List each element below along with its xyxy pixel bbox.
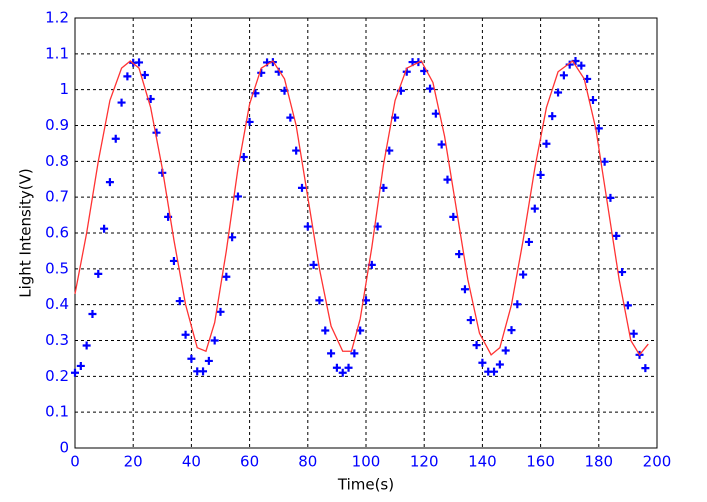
- data-point: [303, 222, 312, 231]
- y-tick-label: 1.1: [45, 44, 69, 62]
- x-tick-label: 200: [643, 453, 672, 471]
- data-point: [472, 341, 481, 350]
- y-tick-label: 1: [59, 80, 69, 98]
- data-point: [175, 297, 184, 306]
- data-point: [618, 268, 627, 277]
- y-tick-label: 0.5: [45, 259, 69, 277]
- x-tick-label: 120: [410, 453, 439, 471]
- data-point: [187, 354, 196, 363]
- y-tick-label: 0: [59, 439, 69, 457]
- data-point: [309, 260, 318, 269]
- data-point: [286, 113, 295, 122]
- data-point: [344, 363, 353, 372]
- y-axis-label: Light Intensity(V): [17, 168, 35, 297]
- data-point: [513, 300, 522, 309]
- data-point: [507, 326, 516, 335]
- data-point: [88, 309, 97, 318]
- y-tick-label: 0.2: [45, 367, 69, 385]
- data-point: [140, 70, 149, 79]
- data-point: [94, 269, 103, 278]
- data-point: [350, 349, 359, 358]
- data-point: [495, 360, 504, 369]
- data-point: [216, 307, 225, 316]
- data-point: [577, 61, 586, 70]
- y-tick-label: 0.8: [45, 152, 69, 170]
- data-point: [519, 270, 528, 279]
- x-tick-label: 100: [352, 453, 381, 471]
- data-point: [449, 212, 458, 221]
- data-point: [332, 363, 341, 372]
- data-point: [554, 88, 563, 97]
- data-point: [181, 330, 190, 339]
- data-point: [327, 349, 336, 358]
- y-tick-label: 0.1: [45, 403, 69, 421]
- x-tick-label: 140: [468, 453, 497, 471]
- plot-frame: [74, 17, 658, 449]
- x-axis-label: Time(s): [337, 476, 394, 494]
- data-point: [524, 237, 533, 246]
- data-point: [111, 134, 120, 143]
- x-tick-label: 20: [124, 453, 143, 471]
- data-point: [292, 146, 301, 155]
- x-tick-label: 80: [298, 453, 317, 471]
- data-point: [548, 112, 557, 121]
- data-point: [588, 96, 597, 105]
- data-point: [123, 72, 132, 81]
- data-point: [606, 193, 615, 202]
- data-point: [501, 346, 510, 355]
- data-point: [204, 356, 213, 365]
- x-tick-label: 160: [526, 453, 555, 471]
- y-tick-label: 0.3: [45, 331, 69, 349]
- data-point: [100, 224, 109, 233]
- data-point: [437, 140, 446, 149]
- data-point: [338, 368, 347, 377]
- data-point: [321, 326, 330, 335]
- data-point: [530, 204, 539, 213]
- y-tick-label: 0.7: [45, 188, 69, 206]
- data-point: [490, 367, 499, 376]
- data-point: [542, 139, 551, 148]
- data-point: [559, 71, 568, 80]
- data-point: [199, 367, 208, 376]
- data-point: [117, 98, 126, 107]
- data-point: [612, 231, 621, 240]
- data-point: [71, 368, 79, 377]
- data-point: [426, 84, 435, 93]
- data-point: [222, 272, 231, 281]
- x-tick-label: 180: [584, 453, 613, 471]
- data-point: [466, 316, 475, 325]
- data-point: [641, 364, 650, 373]
- data-point: [315, 296, 324, 305]
- data-point: [478, 358, 487, 367]
- data-point: [82, 341, 91, 350]
- x-tick-label: 40: [182, 453, 201, 471]
- data-point: [169, 256, 178, 265]
- data-point: [536, 170, 545, 179]
- y-tick-label: 0.6: [45, 224, 69, 242]
- data-point: [297, 183, 306, 192]
- data-point: [228, 233, 237, 242]
- data-point: [135, 58, 144, 67]
- data-point: [460, 285, 469, 294]
- x-tick-label: 0: [70, 453, 80, 471]
- data-point: [431, 109, 440, 118]
- data-point: [455, 250, 464, 259]
- data-point: [105, 178, 114, 187]
- data-point: [233, 192, 242, 201]
- x-tick-label: 60: [240, 453, 259, 471]
- data-point: [623, 301, 632, 310]
- y-tick-label: 0.9: [45, 116, 69, 134]
- data-line: [74, 60, 649, 356]
- data-point: [210, 336, 219, 345]
- data-point: [629, 329, 638, 338]
- y-tick-label: 0.4: [45, 295, 69, 313]
- data-point: [76, 361, 85, 370]
- data-point: [443, 175, 452, 184]
- data-point: [600, 157, 609, 166]
- y-tick-label: 1.2: [45, 9, 69, 27]
- data-point: [239, 153, 248, 162]
